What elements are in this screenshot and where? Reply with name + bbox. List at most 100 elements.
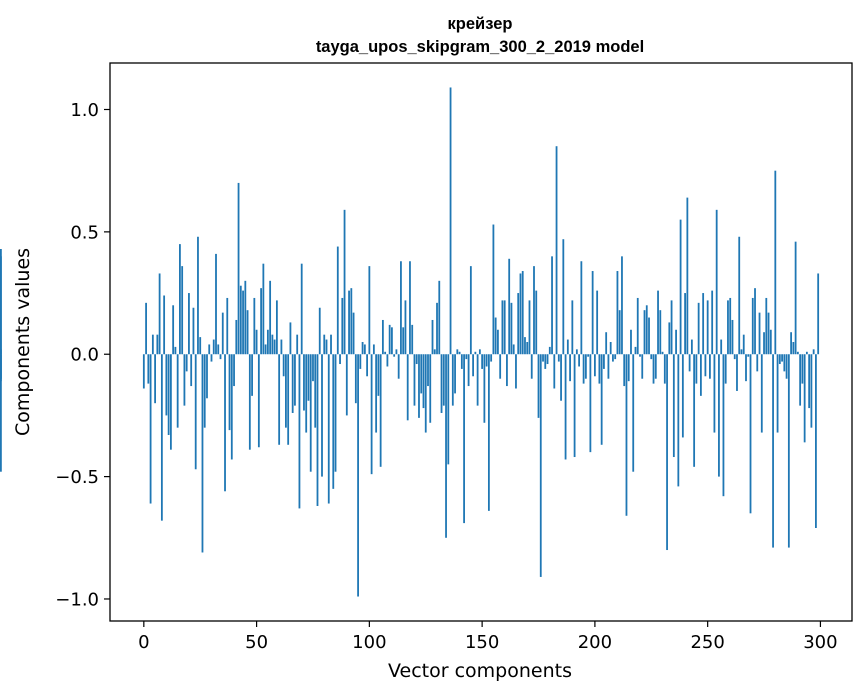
bar-component-3 xyxy=(149,354,152,504)
bar-component-134 xyxy=(445,354,447,538)
bar-component-41 xyxy=(235,319,238,355)
bar-component-107 xyxy=(384,351,387,355)
bar-component-239 xyxy=(681,354,684,438)
bar-component-112 xyxy=(395,349,398,355)
bar-component-170 xyxy=(526,342,529,355)
bar-component-286 xyxy=(787,354,790,548)
bar-component-246 xyxy=(697,302,700,355)
x-tick-label-300: 300 xyxy=(803,632,837,653)
bar-component-190 xyxy=(571,300,574,355)
bar-component-39 xyxy=(230,354,233,460)
bar-component-75 xyxy=(312,354,314,382)
bar-component-173 xyxy=(533,266,535,355)
bar-component-26 xyxy=(201,354,204,553)
bar-component-294 xyxy=(805,351,808,355)
bar-component-115 xyxy=(402,327,405,355)
bar-component-96 xyxy=(359,354,362,369)
bar-component-15 xyxy=(176,354,179,428)
chart-title-line-1: крейзер xyxy=(448,15,513,33)
bar-component-13 xyxy=(172,305,175,355)
y-tick-label-2: 0.0 xyxy=(70,345,99,366)
bar-component-42 xyxy=(237,182,240,355)
bar-component-45 xyxy=(244,280,247,355)
bar-component-38 xyxy=(228,354,231,431)
bar-component-249 xyxy=(704,354,707,377)
y-axis-label: Components values xyxy=(12,248,34,436)
bar-component-130 xyxy=(436,302,438,355)
bar-component-87 xyxy=(339,354,341,365)
bar-component-162 xyxy=(508,258,511,355)
bar-component-150 xyxy=(481,354,484,369)
bar-component-277 xyxy=(767,312,770,355)
bar-component-219 xyxy=(636,297,639,355)
bar-component-undefined xyxy=(0,354,2,472)
bar-component-175 xyxy=(537,354,540,418)
bar-component-97 xyxy=(361,342,364,355)
bar-component-70 xyxy=(300,263,303,355)
bar-component-92 xyxy=(350,288,353,355)
bar-component-201 xyxy=(596,290,599,355)
bar-component-247 xyxy=(699,354,702,396)
bar-component-undefined xyxy=(0,354,2,379)
bar-component-103 xyxy=(375,354,378,433)
bar-component-129 xyxy=(433,349,436,355)
bar-component-4 xyxy=(151,334,154,355)
bar-component-64 xyxy=(287,354,290,445)
bar-component-194 xyxy=(580,261,583,355)
bar-component-263 xyxy=(736,354,738,391)
bar-component-278 xyxy=(769,329,772,355)
bar-component-44 xyxy=(242,290,244,355)
bar-component-16 xyxy=(179,244,181,355)
bar-component-32 xyxy=(215,253,217,355)
bar-component-120 xyxy=(413,354,416,406)
bar-component-193 xyxy=(578,354,580,367)
bar-component-84 xyxy=(332,354,335,489)
bar-component-242 xyxy=(688,354,691,372)
bar-component-140 xyxy=(458,351,461,355)
bar-component-298 xyxy=(815,354,817,528)
bar-component-287 xyxy=(790,332,792,355)
bar-component-62 xyxy=(282,354,285,377)
bar-component-269 xyxy=(749,354,752,514)
bar-component-63 xyxy=(285,354,287,428)
bar-component-291 xyxy=(799,354,802,406)
bar-component-33 xyxy=(217,344,220,355)
bar-component-198 xyxy=(589,354,592,453)
x-tick-label-50: 50 xyxy=(245,632,268,653)
bar-component-100 xyxy=(368,266,371,355)
bar-component-149 xyxy=(478,349,481,355)
bar-component-264 xyxy=(738,236,741,355)
y-axis-ticks: −1.0 −0.5 0.0 0.5 1.0 xyxy=(55,100,110,610)
bar-component-29 xyxy=(208,344,211,355)
bar-component-186 xyxy=(562,239,565,355)
x-tick-label-100: 100 xyxy=(352,632,386,653)
bar-component-169 xyxy=(524,337,526,355)
bar-component-50 xyxy=(255,329,258,355)
bar-component-111 xyxy=(393,354,396,357)
bar-component-237 xyxy=(677,354,680,487)
bar-component-136 xyxy=(449,87,452,355)
bar-component-113 xyxy=(397,354,400,379)
bar-component-202 xyxy=(598,354,601,384)
bar-component-199 xyxy=(591,271,594,355)
bar-component-40 xyxy=(233,354,235,387)
bar-component-236 xyxy=(675,329,677,355)
bar-component-244 xyxy=(693,354,696,467)
bar-component-34 xyxy=(219,354,222,360)
bar-component-118 xyxy=(409,261,411,355)
bar-component-121 xyxy=(415,354,418,365)
bar-component-105 xyxy=(379,354,382,467)
bar-component-14 xyxy=(174,346,177,355)
bar-component-0 xyxy=(142,354,145,389)
bar-component-213 xyxy=(623,354,626,387)
bar-component-108 xyxy=(386,354,389,367)
x-tick-label-200: 200 xyxy=(578,632,612,653)
bar-component-22 xyxy=(192,307,195,355)
x-tick-label-0: 0 xyxy=(138,632,149,653)
bar-component-217 xyxy=(632,354,635,472)
bar-component-183 xyxy=(555,146,558,355)
bar-component-276 xyxy=(765,297,768,355)
bar-component-53 xyxy=(262,263,265,355)
bar-component-235 xyxy=(672,354,675,458)
